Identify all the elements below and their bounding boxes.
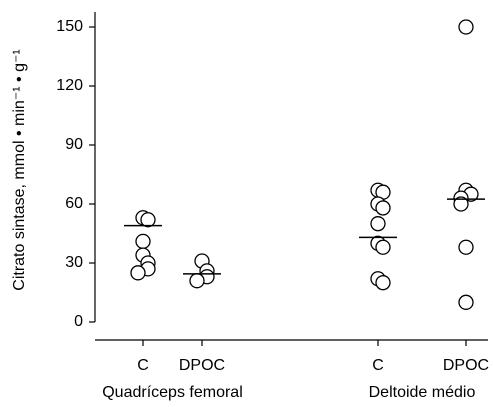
y-tick-label: 150 bbox=[56, 18, 83, 35]
x-tick-label: DPOC bbox=[443, 357, 489, 374]
data-point bbox=[130, 265, 146, 281]
data-point bbox=[453, 196, 469, 212]
x-tick-label: DPOC bbox=[179, 357, 225, 374]
data-point bbox=[375, 200, 391, 216]
y-tick-label: 60 bbox=[65, 195, 83, 212]
y-tick-label: 0 bbox=[74, 313, 83, 330]
data-point bbox=[140, 212, 156, 228]
y-tick-label: 120 bbox=[56, 77, 83, 94]
y-axis-label: Citrato sintase, mmol • min⁻¹ • g⁻¹ bbox=[11, 49, 28, 290]
data-point bbox=[370, 216, 386, 232]
data-point bbox=[375, 275, 391, 291]
y-tick-label: 90 bbox=[65, 136, 83, 153]
group-label: Deltoide médio bbox=[369, 384, 476, 401]
x-tick-label: C bbox=[372, 357, 384, 374]
data-point bbox=[135, 233, 151, 250]
data-point bbox=[458, 239, 474, 255]
data-point bbox=[375, 239, 391, 255]
data-point bbox=[458, 294, 474, 310]
data-point bbox=[189, 273, 205, 289]
x-tick-label: C bbox=[137, 357, 149, 374]
y-tick-label: 30 bbox=[65, 254, 83, 271]
group-label: Quadríceps femoral bbox=[102, 384, 243, 401]
data-point bbox=[458, 19, 474, 35]
